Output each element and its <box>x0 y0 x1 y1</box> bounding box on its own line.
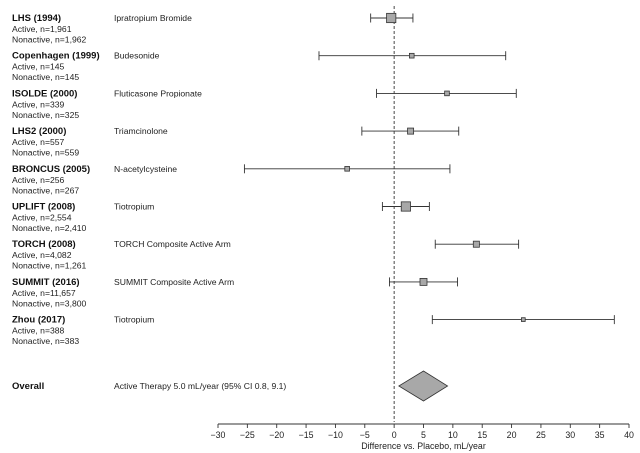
nonactive-count: Nonactive, n=267 <box>12 185 79 195</box>
nonactive-count: Nonactive, n=3,800 <box>12 298 87 308</box>
x-tick-label: 20 <box>507 430 517 440</box>
nonactive-count: Nonactive, n=325 <box>12 110 79 120</box>
active-count: Active, n=256 <box>12 175 65 185</box>
point-estimate <box>407 127 415 135</box>
overall-diamond <box>398 370 449 402</box>
nonactive-count: Nonactive, n=559 <box>12 148 79 158</box>
x-axis-title: Difference vs. Placebo, mL/year <box>361 441 486 451</box>
x-tick-label: 5 <box>421 430 426 440</box>
active-count: Active, n=557 <box>12 137 65 147</box>
point-estimate <box>386 12 397 24</box>
study-name: LHS2 (2000) <box>12 126 66 137</box>
treatment-label: Tiotropium <box>114 202 154 212</box>
x-tick-label: −5 <box>360 430 370 440</box>
treatment-label: Triamcinolone <box>114 126 168 136</box>
x-axis: −30 −25 −20 −15 −10 −5 0 5 10 15 20 25 30 35 40 Differe… <box>211 423 634 451</box>
study-name: Copenhagen (1999) <box>12 51 100 62</box>
x-tick-label: 25 <box>536 430 546 440</box>
nonactive-count: Nonactive, n=1,261 <box>12 261 87 271</box>
active-count: Active, n=2,554 <box>12 213 72 223</box>
nonactive-count: Nonactive, n=383 <box>12 336 79 346</box>
nonactive-count: Nonactive, n=145 <box>12 72 79 82</box>
x-tick-label: −15 <box>299 430 314 440</box>
nonactive-count: Nonactive, n=1,962 <box>12 35 87 45</box>
treatment-label: TORCH Composite Active Arm <box>114 239 231 249</box>
x-tick-label: −10 <box>328 430 343 440</box>
study-name: Zhou (2017) <box>12 315 65 326</box>
x-tick-label: −30 <box>211 430 226 440</box>
nonactive-count: Nonactive, n=2,410 <box>12 223 87 233</box>
study-marks <box>243 12 615 402</box>
study-name: TORCH (2008) <box>12 239 76 250</box>
study-name: LHS (1994) <box>12 13 61 24</box>
study-name: SUMMIT (2016) <box>12 277 80 288</box>
treatment-label: Tiotropium <box>114 315 154 325</box>
treatment-label: Budesonide <box>114 51 160 61</box>
x-tick-label: 30 <box>565 430 575 440</box>
point-estimate <box>344 166 350 172</box>
point-estimate <box>472 240 480 248</box>
active-count: Active, n=1,961 <box>12 24 72 34</box>
point-estimate <box>521 317 526 322</box>
point-estimate <box>400 201 411 212</box>
x-tick-label: 40 <box>624 430 634 440</box>
treatment-label: Ipratropium Bromide <box>114 13 192 23</box>
overall-label: Overall <box>12 381 44 392</box>
study-name: ISOLDE (2000) <box>12 88 77 99</box>
point-estimate <box>419 277 428 286</box>
x-tick-label: 15 <box>477 430 487 440</box>
active-count: Active, n=339 <box>12 99 65 109</box>
overall-summary: Active Therapy 5.0 mL/year (95% CI 0.8, … <box>114 381 286 391</box>
study-name: BRONCUS (2005) <box>12 164 90 175</box>
study-name: UPLIFT (2008) <box>12 202 75 213</box>
x-tick-label: 35 <box>595 430 605 440</box>
treatment-label: SUMMIT Composite Active Arm <box>114 277 234 287</box>
active-count: Active, n=145 <box>12 62 65 72</box>
x-tick-label: 10 <box>448 430 458 440</box>
x-tick-label: −25 <box>240 430 255 440</box>
point-estimate <box>409 52 415 59</box>
active-count: Active, n=4,082 <box>12 250 72 260</box>
active-count: Active, n=11,657 <box>12 288 76 298</box>
treatment-label: N-acetylcysteine <box>114 164 177 174</box>
point-estimate <box>444 90 450 97</box>
active-count: Active, n=388 <box>12 326 65 336</box>
x-tick-label: −20 <box>269 430 284 440</box>
treatment-label: Fluticasone Propionate <box>114 88 202 98</box>
x-tick-label: 0 <box>392 430 397 440</box>
